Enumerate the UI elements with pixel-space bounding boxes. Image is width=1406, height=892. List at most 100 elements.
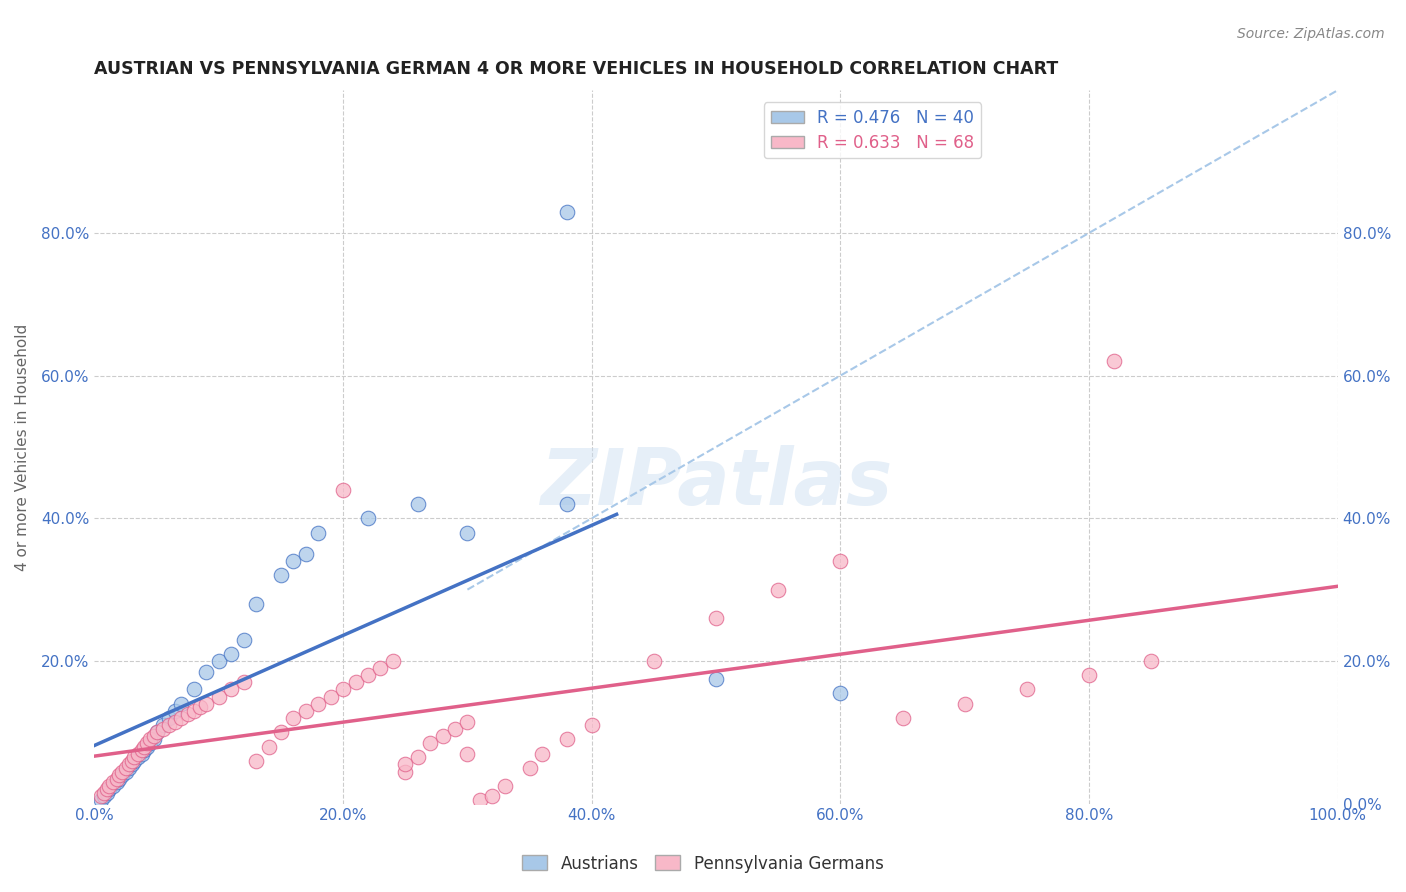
Point bbox=[419, 736, 441, 750]
Legend: Austrians, Pennsylvania Germans: Austrians, Pennsylvania Germans bbox=[516, 848, 890, 880]
Point bbox=[145, 725, 167, 739]
Point bbox=[581, 718, 603, 732]
Point bbox=[219, 682, 242, 697]
Point bbox=[319, 690, 342, 704]
Point bbox=[406, 497, 429, 511]
Point bbox=[332, 483, 354, 497]
Point bbox=[307, 697, 329, 711]
Text: AUSTRIAN VS PENNSYLVANIA GERMAN 4 OR MORE VEHICLES IN HOUSEHOLD CORRELATION CHAR: AUSTRIAN VS PENNSYLVANIA GERMAN 4 OR MOR… bbox=[94, 60, 1059, 78]
Point bbox=[519, 761, 541, 775]
Point bbox=[456, 714, 478, 729]
Point bbox=[1078, 668, 1101, 682]
Point bbox=[555, 204, 578, 219]
Point bbox=[245, 597, 267, 611]
Point bbox=[139, 736, 162, 750]
Point bbox=[643, 654, 665, 668]
Point bbox=[101, 779, 124, 793]
Point bbox=[121, 757, 143, 772]
Point bbox=[830, 554, 852, 568]
Point bbox=[1140, 654, 1163, 668]
Point bbox=[283, 554, 305, 568]
Point bbox=[530, 747, 553, 761]
Point bbox=[1102, 354, 1125, 368]
Point bbox=[93, 789, 115, 804]
Point bbox=[170, 697, 193, 711]
Point bbox=[105, 775, 128, 789]
Point bbox=[232, 632, 254, 647]
Point bbox=[188, 700, 211, 714]
Point bbox=[111, 764, 134, 779]
Point bbox=[118, 757, 141, 772]
Point bbox=[118, 761, 141, 775]
Point bbox=[219, 647, 242, 661]
Point bbox=[114, 764, 136, 779]
Point bbox=[145, 725, 167, 739]
Point bbox=[891, 711, 914, 725]
Point bbox=[143, 732, 166, 747]
Point bbox=[357, 668, 380, 682]
Point bbox=[381, 654, 404, 668]
Point bbox=[127, 747, 149, 761]
Point bbox=[135, 736, 157, 750]
Point bbox=[766, 582, 789, 597]
Point bbox=[295, 547, 318, 561]
Point bbox=[953, 697, 976, 711]
Point bbox=[105, 772, 128, 786]
Point bbox=[121, 754, 143, 768]
Point bbox=[127, 750, 149, 764]
Text: Source: ZipAtlas.com: Source: ZipAtlas.com bbox=[1237, 27, 1385, 41]
Point bbox=[1015, 682, 1038, 697]
Point bbox=[295, 704, 318, 718]
Point bbox=[456, 525, 478, 540]
Point bbox=[394, 764, 416, 779]
Point bbox=[332, 682, 354, 697]
Point bbox=[131, 747, 153, 761]
Point bbox=[245, 754, 267, 768]
Point bbox=[90, 789, 112, 804]
Point bbox=[165, 714, 187, 729]
Point bbox=[344, 675, 367, 690]
Point bbox=[270, 568, 292, 582]
Point bbox=[139, 732, 162, 747]
Point bbox=[494, 779, 516, 793]
Point bbox=[90, 793, 112, 807]
Point bbox=[152, 718, 174, 732]
Point bbox=[257, 739, 280, 754]
Point bbox=[183, 682, 205, 697]
Point bbox=[134, 739, 156, 754]
Point bbox=[98, 782, 121, 797]
Point bbox=[122, 750, 145, 764]
Point bbox=[183, 704, 205, 718]
Point bbox=[93, 786, 115, 800]
Point bbox=[96, 782, 118, 797]
Point bbox=[555, 497, 578, 511]
Point bbox=[208, 654, 231, 668]
Point bbox=[170, 711, 193, 725]
Point bbox=[122, 754, 145, 768]
Point bbox=[108, 768, 131, 782]
Point bbox=[468, 793, 491, 807]
Point bbox=[131, 743, 153, 757]
Point bbox=[394, 757, 416, 772]
Point bbox=[406, 750, 429, 764]
Point bbox=[101, 775, 124, 789]
Point bbox=[177, 707, 200, 722]
Point bbox=[134, 743, 156, 757]
Point bbox=[111, 768, 134, 782]
Point bbox=[232, 675, 254, 690]
Point bbox=[195, 665, 218, 679]
Point bbox=[96, 786, 118, 800]
Point bbox=[444, 722, 467, 736]
Legend: R = 0.476   N = 40, R = 0.633   N = 68: R = 0.476 N = 40, R = 0.633 N = 68 bbox=[763, 103, 981, 158]
Point bbox=[704, 611, 727, 625]
Point bbox=[307, 525, 329, 540]
Point bbox=[108, 772, 131, 786]
Point bbox=[830, 686, 852, 700]
Point bbox=[432, 729, 454, 743]
Point bbox=[283, 711, 305, 725]
Point bbox=[195, 697, 218, 711]
Point bbox=[157, 718, 180, 732]
Point bbox=[357, 511, 380, 525]
Point bbox=[456, 747, 478, 761]
Point bbox=[481, 789, 503, 804]
